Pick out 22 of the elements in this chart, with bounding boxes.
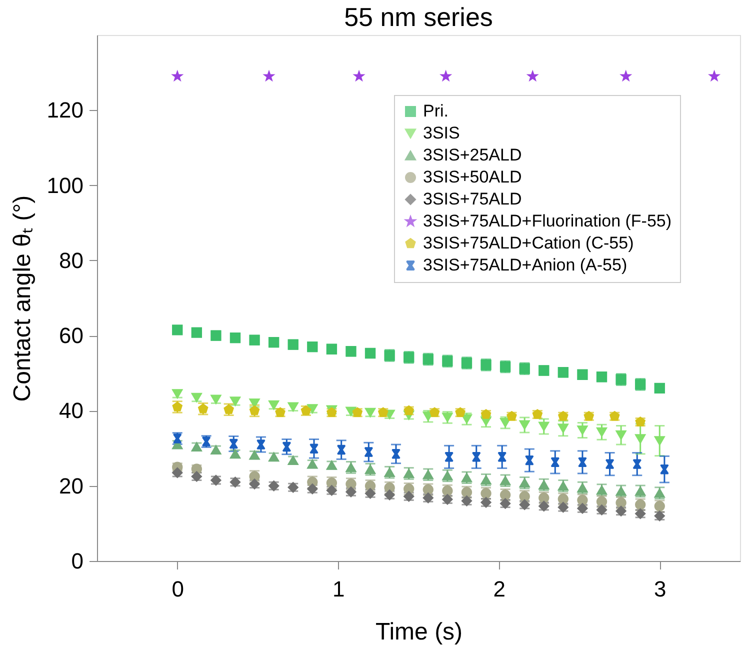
y-axis-title: Contact angle θₜ (°): [8, 195, 36, 402]
y-tick-label: 80: [59, 248, 84, 273]
x-tick-label: 2: [493, 576, 506, 602]
y-tick-label: 120: [46, 98, 84, 123]
y-tick-label: 40: [59, 398, 84, 424]
y-tick-label: 0: [71, 548, 84, 574]
y-tick-label: 60: [59, 323, 84, 348]
legend-label: 3SIS+75ALD: [423, 190, 522, 208]
x-tick-label: 3: [654, 576, 666, 602]
legend-label: 3SIS+75ALD+Cation (C-55): [423, 234, 634, 252]
y-tick-label: 20: [59, 473, 84, 498]
legend-label: 3SIS+25ALD: [423, 146, 522, 164]
x-tick-label: 0: [172, 576, 184, 602]
x-tick-label: 1: [332, 576, 345, 602]
x-axis-title: Time (s): [375, 618, 463, 646]
legend-label: 3SIS+75ALD+Fluorination (F-55): [423, 212, 672, 230]
chart-title: 55 nm series: [344, 2, 493, 32]
legend-label: 3SIS+75ALD+Anion (A-55): [423, 256, 628, 274]
legend-label: 3SIS+50ALD: [423, 168, 522, 186]
legend-label: Pri.: [423, 102, 448, 120]
legend-label: 3SIS: [423, 124, 460, 142]
y-tick-label: 100: [46, 172, 84, 198]
